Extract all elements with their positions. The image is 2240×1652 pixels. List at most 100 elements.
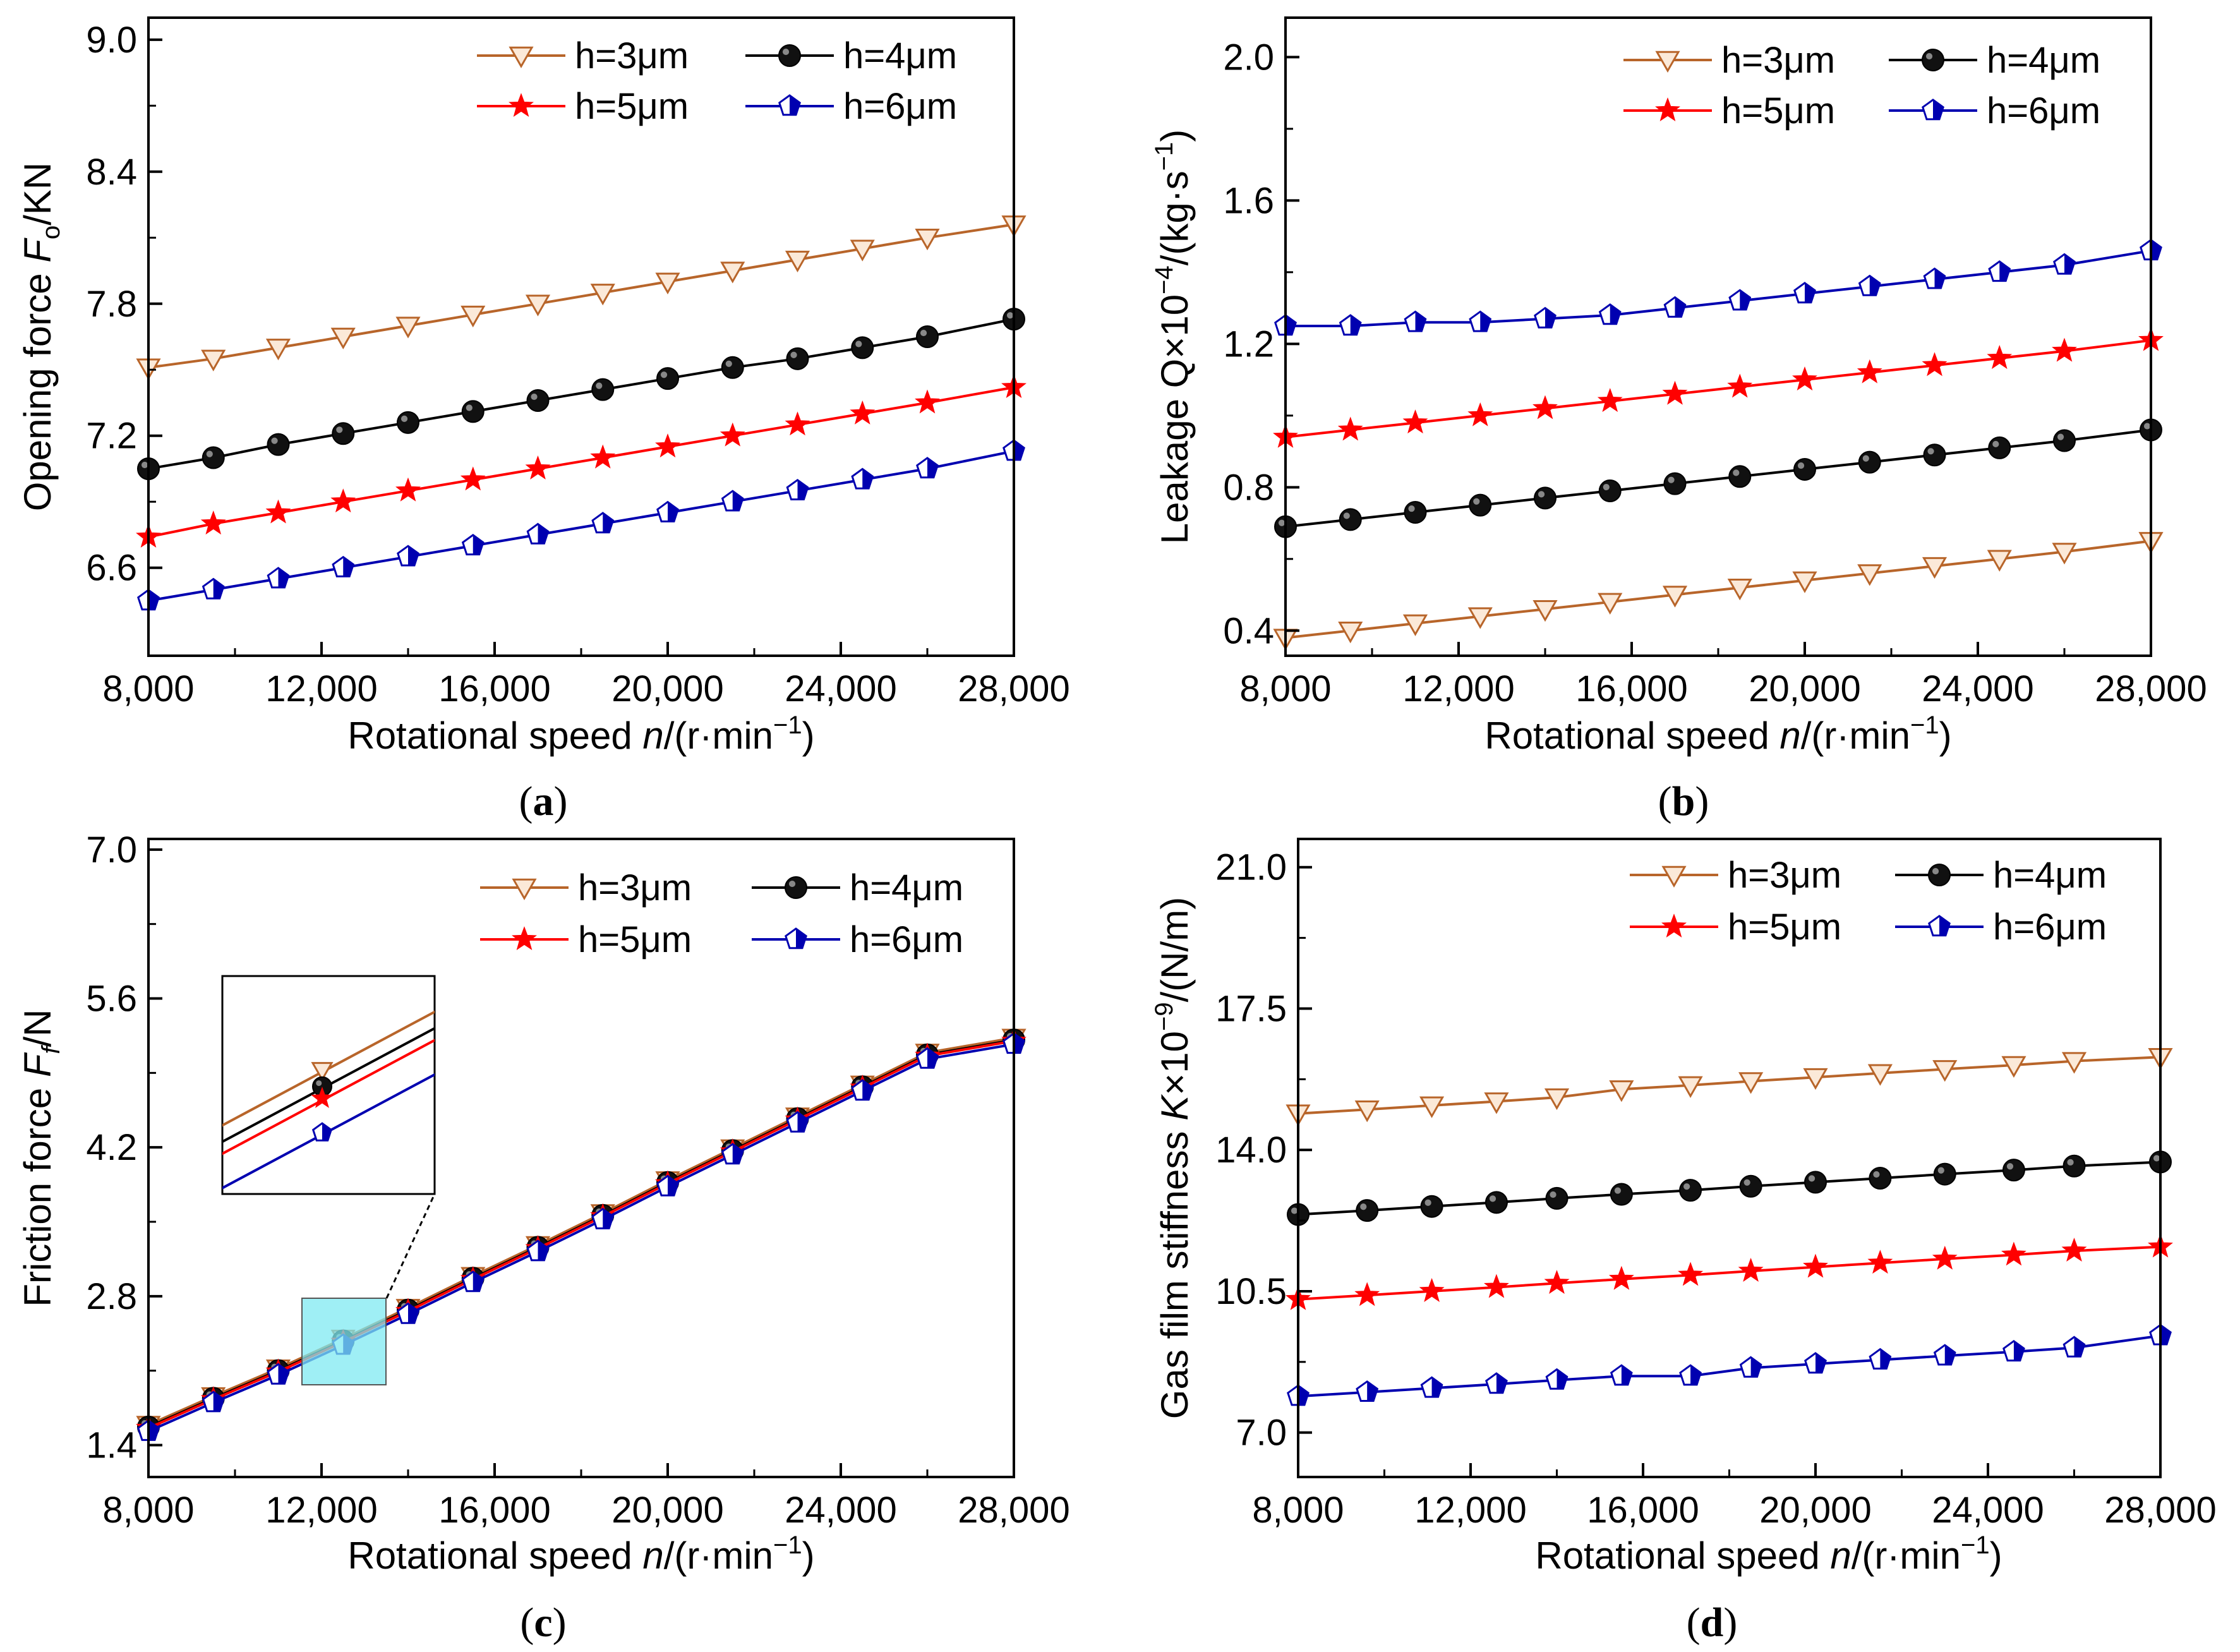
panel-c-series-h5-line: [148, 1039, 1015, 1430]
legend-d-h5-label: h=5μm: [1728, 907, 1841, 948]
panel-c-legend: h=3μm h=4μm h=5μm h=6μm: [480, 867, 963, 960]
panel-d-h6-point: [1545, 1368, 1569, 1390]
legend-c-h3-label: h=3μm: [578, 867, 692, 908]
panel-a: 8,000 12,000 16,000 20,000 24,000 28,000 6.6 7.…: [16, 16, 1070, 824]
panel-a-h5-point: [785, 411, 810, 436]
panel-a-ticks: 8,000 12,000 16,000 20,000 24,000 28,000 6.6 7.…: [86, 20, 1069, 709]
panel-c-h6-point: [786, 1111, 809, 1133]
panel-d-series-h6-line: [1298, 1334, 2161, 1398]
panel-c-ylabel: Friction force Ff/N: [16, 1009, 65, 1306]
panel-c-xtick-label: 8,000: [102, 1490, 194, 1531]
panel-a-h6-point: [591, 512, 615, 534]
panel-a-series-h3-line: [148, 223, 1015, 369]
panel-d: 8,000 12,000 16,000 20,000 24,000 28,000 7.0 10…: [1150, 838, 2217, 1646]
legend-a-h6-marker: [778, 94, 801, 116]
panel-b-ytick-label: 1.6: [1223, 180, 1274, 221]
panel-b-h6-point: [1923, 267, 1946, 289]
panel-b-h4-point: [2053, 429, 2076, 452]
legend-d-h6-marker: [1928, 915, 1951, 937]
panel-b-h5-point: [1727, 373, 1753, 398]
legend-b-h6-label: h=6μm: [1987, 90, 2100, 131]
panel-a-ytick-label: 7.2: [86, 416, 137, 457]
panel-c-h6-point: [526, 1239, 550, 1262]
panel-a-ytick-label: 7.8: [86, 284, 137, 325]
panel-b-xtick-label: 24,000: [1922, 668, 2033, 709]
panel-b-series-h3-line: [1285, 540, 2152, 639]
panel-a-h3-point: [720, 262, 745, 284]
panel-b-series-h5-line: [1285, 339, 2152, 438]
panel-c-h6-point: [591, 1207, 615, 1229]
panel-d-h3-point: [1932, 1060, 1958, 1082]
panel-a-h4-point: [591, 378, 615, 401]
panel-d-h6-point: [1485, 1372, 1508, 1394]
panel-b-h3-point: [1662, 586, 1688, 608]
panel-a-caption: (a): [519, 778, 568, 824]
panel-a-h6-point: [851, 467, 874, 490]
panel-c-h6-point: [916, 1047, 939, 1069]
panel-b-xtick-label: 16,000: [1575, 668, 1687, 709]
panel-b-ytick-label: 1.2: [1223, 323, 1274, 365]
legend-c-h5-marker: [512, 926, 537, 950]
panel-c-series-h6-line: [148, 1042, 1015, 1433]
legend-a-h3-label: h=3μm: [575, 35, 689, 76]
panel-a-ytick-label: 8.4: [86, 152, 137, 193]
legend-a-h4-marker: [778, 44, 801, 67]
legend-b-h3-marker: [1655, 51, 1680, 73]
panel-b-h5-point: [1467, 402, 1493, 426]
legend-a-h6-label: h=6μm: [843, 86, 957, 127]
panel-d-h5-point: [2001, 1241, 2026, 1266]
panel-b-h4-point: [1793, 457, 1816, 481]
inset-h6-point: [311, 1122, 333, 1142]
panel-b-ylabel: Leakage Q×10−4/(kg·s−1): [1150, 130, 1196, 545]
panel-a-h3-point: [525, 294, 551, 317]
panel-d-h6-point: [1739, 1356, 1762, 1378]
panel-a-h6-point: [137, 589, 160, 611]
panel-b-xtick-label: 20,000: [1749, 668, 1860, 709]
panel-a-h5-point: [525, 455, 551, 479]
panel-d-h6-point: [1610, 1364, 1633, 1386]
panel-b-h3-point: [1598, 593, 1623, 615]
panel-d-h5-point: [1419, 1277, 1445, 1302]
panel-d-series-h3-line: [1298, 1056, 2161, 1115]
panel-b-h6-point: [2053, 253, 2076, 275]
panel-b-h3-point: [1987, 550, 2012, 572]
panel-d-h3-point: [1544, 1088, 1570, 1111]
panel-b-h6-point: [1858, 274, 1881, 296]
panel-a-h6-point: [786, 478, 809, 500]
panel-d-h6-point: [1679, 1364, 1702, 1386]
panel-a-h3-point: [915, 229, 940, 251]
panel-d-h6-point: [2002, 1339, 2025, 1362]
legend-d-h5-marker: [1661, 913, 1687, 938]
panel-b-h4-point: [1598, 479, 1622, 502]
panel-d-h6-point: [2062, 1335, 2086, 1358]
panel-b-ytick-label: 0.8: [1223, 467, 1274, 508]
panel-a-h3-point: [201, 349, 226, 371]
panel-d-h5-point: [1544, 1270, 1570, 1294]
panel-c-caption: (c): [520, 1600, 566, 1646]
panel-a-xtick-label: 16,000: [438, 668, 550, 709]
panel-a-h4-point: [461, 400, 485, 423]
panel-a-h5-point: [655, 433, 680, 458]
legend-c-h6-marker: [785, 927, 807, 950]
panel-d-h4-point: [1420, 1195, 1443, 1218]
panel-d-h3-point: [1354, 1100, 1380, 1123]
panel-d-h6-point: [1356, 1380, 1379, 1402]
legend-d-h4-marker: [1928, 864, 1951, 886]
panel-d-caption: (d): [1687, 1600, 1738, 1646]
panel-a-h3-point: [850, 239, 875, 262]
panel-b-h4-point: [1339, 508, 1362, 531]
panel-b-h4-point: [1728, 465, 1752, 488]
panel-d-xtick-label: 28,000: [2104, 1490, 2216, 1531]
panel-a-xtick-label: 12,000: [265, 668, 377, 709]
panel-c-h6-point: [656, 1174, 679, 1197]
panel-a-h4-point: [332, 422, 355, 445]
panel-b-h3-point: [2052, 543, 2077, 565]
panel-c-ticks: 8,000 12,000 16,000 20,000 24,000 28,000 1.4 2.…: [86, 829, 1069, 1531]
legend-c-h4-label: h=4μm: [850, 867, 963, 908]
panel-c-h6-point: [721, 1143, 744, 1165]
panel-b-h6-point: [1793, 282, 1816, 304]
panel-b-h4-point: [1663, 472, 1687, 495]
panel-d-h4-point: [1679, 1179, 1702, 1202]
panel-b-legend: h=3μm h=4μm h=5μm h=6μm: [1623, 40, 2100, 131]
inset-h4-point: [312, 1076, 332, 1097]
